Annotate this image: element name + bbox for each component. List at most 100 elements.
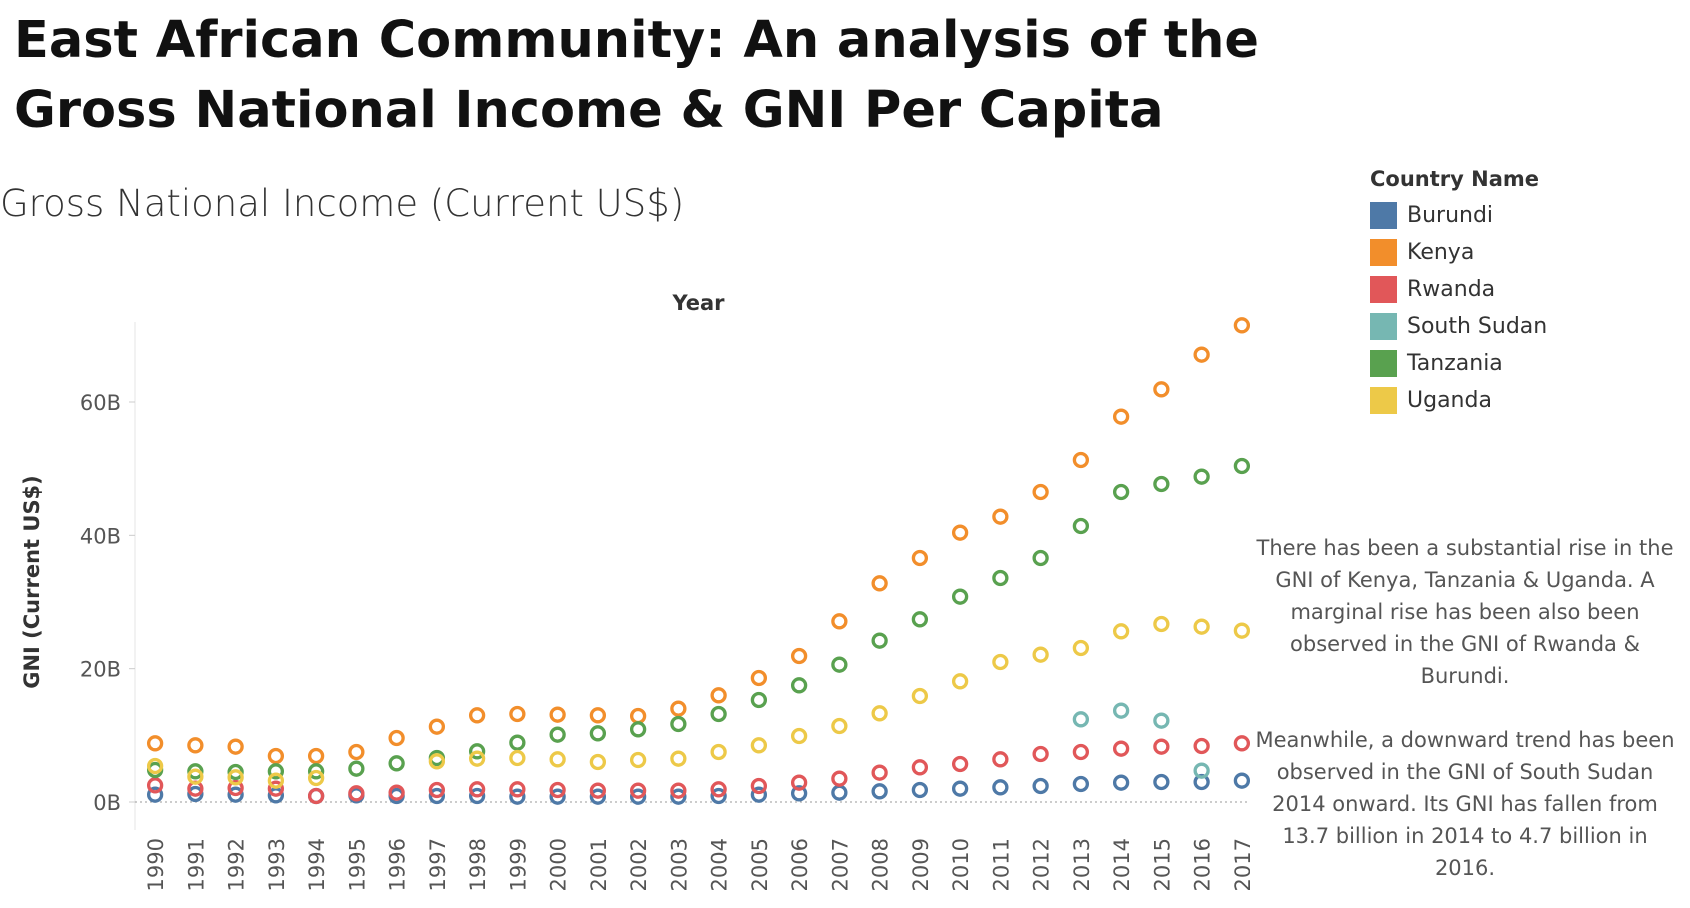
point-tanzania (1233, 457, 1250, 475)
legend-swatch-uganda (1370, 387, 1397, 414)
point-uganda (1193, 618, 1210, 635)
legend-items: Burundi Kenya Rwanda South Sudan Tanzania Uga… (1370, 197, 1670, 419)
y-tick-label: 20B (80, 658, 121, 682)
x-tick-label: 2000 (547, 838, 571, 891)
legend-item-rwanda[interactable]: Rwanda (1370, 271, 1670, 308)
legend: Country Name Burundi Kenya Rwanda South Sud… (1370, 167, 1670, 419)
point-south-sudan (1193, 762, 1210, 779)
point-kenya (267, 747, 285, 765)
point-burundi (468, 787, 486, 805)
point-burundi (629, 788, 647, 805)
point-burundi (549, 788, 566, 805)
point-uganda (710, 743, 727, 761)
point-south-sudan (1153, 712, 1170, 729)
point-uganda (670, 750, 687, 767)
point-uganda (871, 705, 888, 722)
point-tanzania (267, 763, 285, 780)
x-tick-label: 2003 (667, 838, 691, 891)
point-uganda (146, 757, 164, 775)
point-kenya (670, 700, 687, 717)
point-tanzania (1153, 475, 1170, 493)
point-rwanda (267, 780, 285, 797)
point-burundi (1153, 773, 1170, 791)
point-burundi (831, 784, 848, 801)
point-burundi (670, 788, 687, 805)
point-kenya (428, 718, 446, 735)
x-tick-label: 2009 (909, 838, 933, 891)
point-burundi (871, 783, 888, 800)
annotation-text: There has been a substantial rise in the… (1255, 532, 1675, 884)
point-tanzania (951, 588, 969, 605)
point-rwanda (146, 777, 164, 794)
point-south-sudan (1112, 702, 1130, 719)
point-rwanda (348, 785, 365, 802)
x-tick-label: 2013 (1070, 838, 1094, 891)
point-tanzania (871, 632, 888, 649)
x-axis-title: Year (671, 291, 725, 315)
point-rwanda (790, 774, 808, 791)
point-tanzania (1112, 483, 1130, 501)
point-uganda (307, 769, 325, 787)
x-tick-label: 2016 (1191, 838, 1215, 891)
point-kenya (790, 647, 808, 665)
point-tanzania (911, 611, 929, 628)
legend-item-south-sudan[interactable]: South Sudan (1370, 308, 1670, 345)
y-tick-label: 0B (93, 791, 121, 815)
point-rwanda (911, 759, 929, 776)
legend-item-burundi[interactable]: Burundi (1370, 197, 1670, 234)
point-burundi (710, 787, 727, 805)
x-tick-label: 2005 (748, 838, 772, 891)
point-rwanda (509, 781, 526, 798)
point-kenya (146, 735, 164, 752)
x-tick-label: 1994 (305, 838, 329, 891)
legend-label-rwanda: Rwanda (1407, 277, 1496, 302)
point-rwanda (1072, 743, 1090, 761)
legend-label-tanzania: Tanzania (1407, 351, 1503, 376)
point-uganda (1112, 623, 1130, 640)
legend-label-kenya: Kenya (1407, 240, 1475, 265)
point-kenya (549, 706, 566, 723)
point-tanzania (992, 569, 1009, 587)
point-kenya (710, 687, 727, 704)
point-uganda (831, 717, 848, 735)
x-tick-label: 2008 (869, 838, 893, 891)
x-tick-label: 2014 (1110, 838, 1134, 891)
gni-scatter-chart: Year GNI (Current US$) 0B 20B 40B 60B 1990 1991… (20, 291, 1250, 891)
x-tick-label: 2011 (989, 838, 1013, 891)
point-kenya (1032, 483, 1049, 501)
point-kenya (750, 669, 768, 687)
point-south-sudan (1072, 711, 1090, 728)
x-tick-label: 1993 (265, 838, 289, 891)
legend-swatch-rwanda (1370, 276, 1397, 303)
point-tanzania (790, 677, 808, 694)
point-uganda (629, 751, 647, 769)
legend-item-uganda[interactable]: Uganda (1370, 382, 1670, 419)
point-uganda (1233, 622, 1250, 639)
point-rwanda (428, 781, 446, 799)
chart-title: Gross National Income (Current US$) (0, 182, 685, 225)
point-kenya (468, 707, 486, 724)
point-rwanda (992, 751, 1009, 768)
x-tick-label: 2007 (828, 838, 852, 891)
point-kenya (227, 738, 244, 755)
point-burundi (187, 785, 204, 803)
point-kenya (307, 747, 325, 765)
point-burundi (1112, 774, 1130, 791)
point-rwanda (1233, 735, 1250, 752)
point-tanzania (710, 705, 727, 723)
point-kenya (348, 743, 365, 761)
legend-item-tanzania[interactable]: Tanzania (1370, 345, 1670, 382)
y-axis-title: GNI (Current US$) (20, 475, 44, 689)
legend-swatch-burundi (1370, 202, 1397, 229)
legend-swatch-tanzania (1370, 350, 1397, 377)
x-tick-label: 1995 (345, 838, 369, 891)
x-tick-label: 2012 (1030, 838, 1054, 891)
legend-item-kenya[interactable]: Kenya (1370, 234, 1670, 271)
point-burundi (267, 787, 285, 804)
point-burundi (428, 787, 446, 805)
point-burundi (911, 781, 929, 799)
point-rwanda (468, 781, 486, 798)
y-tick-label: 60B (80, 391, 121, 415)
annotation-paragraph-2: Meanwhile, a downward trend has been obs… (1255, 728, 1675, 880)
legend-label-uganda: Uganda (1407, 388, 1492, 413)
